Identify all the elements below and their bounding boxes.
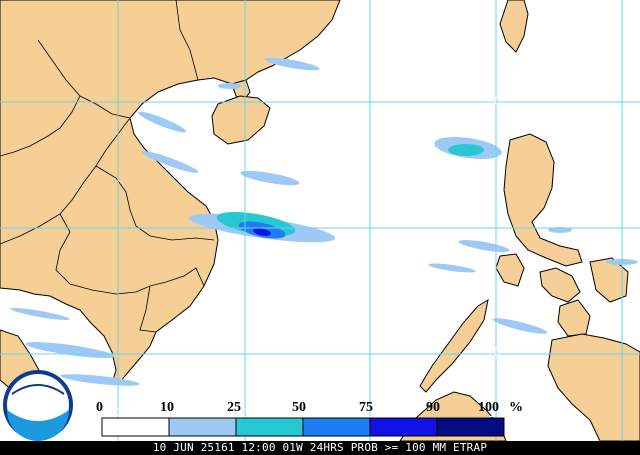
luzon-island <box>503 133 583 267</box>
samar-leyte-islands <box>589 257 629 303</box>
map-caption: 10 JUN 25161 12:00 01W 24HRS PROB >= 100… <box>0 441 640 455</box>
latlon-grid <box>0 0 640 441</box>
legend-tick-90: 90 <box>426 400 440 415</box>
lat-label-20: 20 <box>486 94 502 108</box>
legend-tick-10: 10 <box>160 400 174 415</box>
taiwan-island <box>499 0 529 53</box>
lon-label-120: 120 <box>488 406 511 420</box>
lon-label-110: 110 <box>236 406 259 420</box>
visayas-islands <box>539 267 581 303</box>
lon-label-105: 105 <box>108 406 131 420</box>
legend-color-bar <box>101 417 505 437</box>
legend-tick-0: 0 <box>96 400 103 415</box>
legend-tick-50: 50 <box>292 400 306 415</box>
lon-label-115: 115 <box>360 406 383 420</box>
legend-tick-25: 25 <box>227 400 241 415</box>
legend-tick-100: 100 <box>478 400 499 415</box>
palawan-island <box>419 298 489 393</box>
noaa-logo-icon <box>3 370 73 441</box>
legend-unit: % <box>509 400 523 415</box>
lat-label-10: 10 <box>486 345 502 359</box>
legend-tick-75: 75 <box>359 400 373 415</box>
panay-negros-islands <box>557 299 591 337</box>
country-borders <box>0 0 215 333</box>
hainan-island <box>211 95 271 145</box>
